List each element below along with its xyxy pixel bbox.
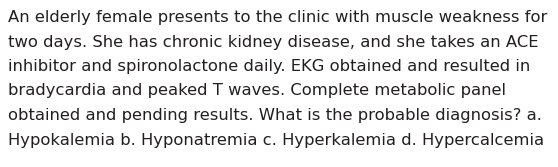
Text: bradycardia and peaked T waves. Complete metabolic panel: bradycardia and peaked T waves. Complete… <box>8 84 506 99</box>
Text: inhibitor and spironolactone daily. EKG obtained and resulted in: inhibitor and spironolactone daily. EKG … <box>8 59 530 74</box>
Text: An elderly female presents to the clinic with muscle weakness for: An elderly female presents to the clinic… <box>8 10 547 25</box>
Text: Hypokalemia b. Hyponatremia c. Hyperkalemia d. Hypercalcemia: Hypokalemia b. Hyponatremia c. Hyperkale… <box>8 132 544 147</box>
Text: two days. She has chronic kidney disease, and she takes an ACE: two days. She has chronic kidney disease… <box>8 35 538 49</box>
Text: obtained and pending results. What is the probable diagnosis? a.: obtained and pending results. What is th… <box>8 108 542 123</box>
